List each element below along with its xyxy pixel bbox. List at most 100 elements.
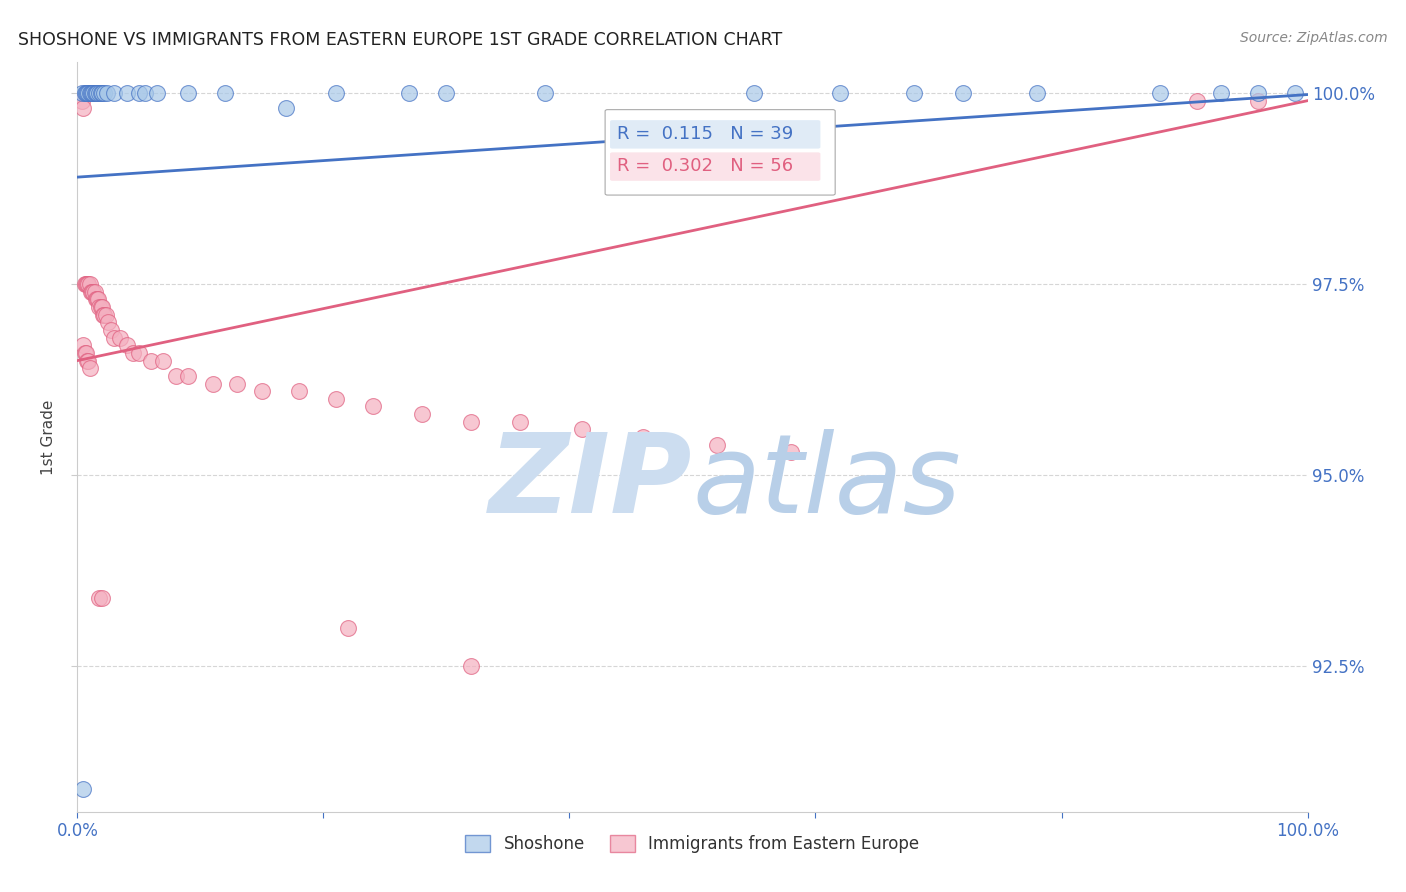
Point xyxy=(110,331,132,345)
Point xyxy=(86,293,108,307)
Text: SHOSHONE VS IMMIGRANTS FROM EASTERN EUROPE 1ST GRADE CORRELATION CHART: SHOSHONE VS IMMIGRANTS FROM EASTERN EURO… xyxy=(18,31,783,49)
Point xyxy=(1247,94,1270,108)
Point xyxy=(121,346,143,360)
Point xyxy=(100,323,122,337)
Point xyxy=(128,346,150,360)
Text: R =  0.115   N = 39: R = 0.115 N = 39 xyxy=(617,125,793,143)
Legend: Shoshone, Immigrants from Eastern Europe: Shoshone, Immigrants from Eastern Europe xyxy=(458,828,927,860)
Y-axis label: 1st Grade: 1st Grade xyxy=(41,400,56,475)
Point xyxy=(75,346,97,360)
Point xyxy=(97,315,120,329)
Point xyxy=(79,86,101,100)
Point xyxy=(1284,86,1306,100)
Point xyxy=(83,285,105,299)
Point xyxy=(1149,86,1171,100)
Point xyxy=(77,86,100,100)
Point xyxy=(534,86,557,100)
Point xyxy=(780,445,803,459)
FancyBboxPatch shape xyxy=(610,120,821,149)
Point xyxy=(141,353,163,368)
Point xyxy=(72,781,94,796)
Point xyxy=(91,308,114,322)
Point xyxy=(250,384,273,399)
Point xyxy=(509,415,531,429)
Point xyxy=(77,277,100,292)
Point xyxy=(94,308,117,322)
Point xyxy=(1247,86,1270,100)
Point xyxy=(80,86,103,100)
Point xyxy=(436,86,458,100)
Point xyxy=(73,86,96,100)
Point xyxy=(460,659,482,673)
Point xyxy=(830,86,852,100)
Point xyxy=(82,86,104,100)
Point xyxy=(84,86,107,100)
Point xyxy=(1185,94,1208,108)
Point xyxy=(398,86,420,100)
Point xyxy=(1026,86,1049,100)
Point xyxy=(460,415,482,429)
Point xyxy=(90,300,112,314)
Text: R =  0.302   N = 56: R = 0.302 N = 56 xyxy=(617,157,793,175)
FancyBboxPatch shape xyxy=(605,110,835,195)
Point xyxy=(903,86,925,100)
Point xyxy=(742,86,765,100)
Point xyxy=(90,86,112,100)
Point xyxy=(79,277,101,292)
Point xyxy=(90,591,114,605)
Point xyxy=(134,86,156,100)
Text: Source: ZipAtlas.com: Source: ZipAtlas.com xyxy=(1240,31,1388,45)
Point xyxy=(103,86,125,100)
Point xyxy=(72,101,94,115)
Point xyxy=(84,293,107,307)
Point xyxy=(76,277,98,292)
Point xyxy=(288,384,311,399)
FancyBboxPatch shape xyxy=(610,153,821,181)
Point xyxy=(411,407,433,421)
Point xyxy=(87,293,110,307)
Point xyxy=(103,331,125,345)
Point xyxy=(115,86,138,100)
Point xyxy=(82,285,104,299)
Point xyxy=(177,368,200,383)
Point xyxy=(70,86,93,100)
Point xyxy=(115,338,138,352)
Text: ZIP: ZIP xyxy=(489,428,693,535)
Point xyxy=(70,94,93,108)
Point xyxy=(337,621,360,635)
Point xyxy=(86,86,108,100)
Point xyxy=(89,300,111,314)
Point xyxy=(89,86,111,100)
Point xyxy=(83,86,105,100)
Point xyxy=(93,308,115,322)
Point xyxy=(177,86,200,100)
Point xyxy=(325,392,347,406)
Point xyxy=(80,285,103,299)
Point xyxy=(82,285,104,299)
Point xyxy=(72,338,94,352)
Point xyxy=(73,277,96,292)
Point xyxy=(571,422,593,436)
Point xyxy=(152,353,174,368)
Point xyxy=(89,591,111,605)
Point xyxy=(633,430,655,444)
Point xyxy=(128,86,150,100)
Point xyxy=(276,101,298,115)
Point xyxy=(1211,86,1233,100)
Point xyxy=(146,86,169,100)
Point xyxy=(90,86,114,100)
Point xyxy=(96,86,118,100)
Point xyxy=(90,300,114,314)
Point xyxy=(325,86,347,100)
Point xyxy=(75,86,97,100)
Point xyxy=(706,438,728,452)
Point xyxy=(79,361,101,376)
Point xyxy=(73,346,96,360)
Point xyxy=(214,86,236,100)
Point xyxy=(77,353,100,368)
Point xyxy=(76,86,98,100)
Text: atlas: atlas xyxy=(693,428,962,535)
Point xyxy=(93,86,115,100)
Point xyxy=(361,400,384,414)
Point xyxy=(165,368,187,383)
